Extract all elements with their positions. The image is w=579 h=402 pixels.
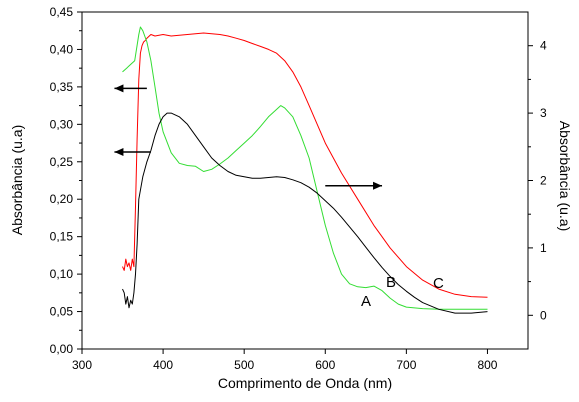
- right-y-tick-label: 4: [540, 39, 547, 53]
- arrow-head-left: [114, 84, 124, 93]
- x-ticks: 300 400 500 600 700 800: [72, 349, 498, 372]
- series-line-c: [122, 32, 488, 298]
- series-line-b: [122, 112, 488, 314]
- curve-label-b: B: [386, 274, 396, 291]
- curve-label-c: C: [433, 275, 444, 292]
- arrows-layer: [114, 84, 383, 190]
- left-y-tick-label: 0,10: [50, 267, 74, 281]
- x-axis-title: Comprimento de Onda (nm): [218, 375, 392, 391]
- right-y-axis-title: Absorbância (u.a): [557, 121, 573, 232]
- left-y-tick-label: 0,35: [50, 80, 74, 94]
- right-y-tick-label: 2: [540, 174, 547, 188]
- x-tick-label: 800: [477, 358, 497, 372]
- plot-frame: [81, 11, 529, 350]
- curve-label-a: A: [361, 293, 371, 310]
- left-y-tick-label: 0,40: [50, 42, 74, 56]
- left-y-tick-label: 0,00: [50, 342, 74, 356]
- series-layer: [122, 26, 488, 314]
- x-tick-label: 700: [396, 358, 416, 372]
- right-y-tick-label: 3: [540, 106, 547, 120]
- right-y-tick-label: 1: [540, 241, 547, 255]
- arrow-head-right: [373, 181, 383, 190]
- left-y-tick-label: 0,30: [50, 117, 74, 131]
- left-y-axis-title: Absorbância (u.a): [9, 125, 25, 236]
- arrow-head-left: [114, 148, 124, 157]
- left-y-tick-label: 0,25: [50, 155, 74, 169]
- x-tick-label: 400: [153, 358, 173, 372]
- series-line-a: [122, 26, 488, 310]
- left-y-tick-label: 0,20: [50, 192, 74, 206]
- x-tick-label: 500: [234, 358, 254, 372]
- left-y-tick-label: 0,05: [50, 305, 74, 319]
- left-y-ticks: 0,00 0,05 0,10 0,15 0,20 0,25 0,30 0,35 0,40 0,45: [50, 5, 82, 356]
- left-y-tick-label: 0,45: [50, 5, 74, 19]
- x-tick-label: 600: [315, 358, 335, 372]
- right-y-ticks: 0 1 2 3 4: [528, 39, 547, 322]
- x-tick-label: 300: [72, 358, 92, 372]
- left-y-tick-label: 0,15: [50, 230, 74, 244]
- right-y-tick-label: 0: [540, 308, 547, 322]
